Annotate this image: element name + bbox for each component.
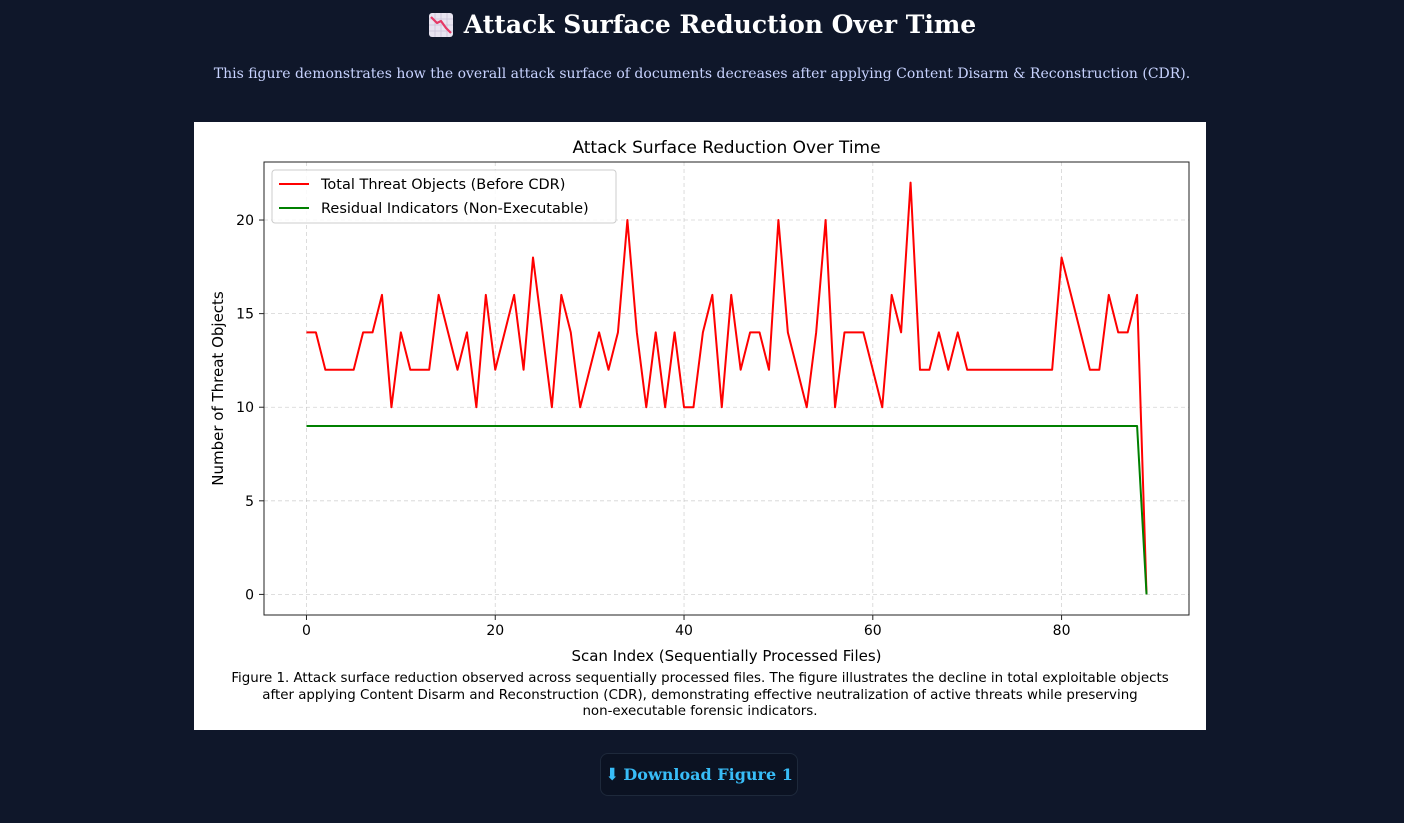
- page-header: Attack Surface Reduction Over Time: [0, 8, 1404, 42]
- figure-caption-line: Figure 1. Attack surface reduction obser…: [231, 671, 1169, 686]
- y-tick-label: 5: [245, 494, 254, 510]
- download-figure-button[interactable]: ⬇ Download Figure 1: [600, 753, 798, 796]
- attack-surface-chart: 0 20 40 60 80 0 5 10 15 20 Attack Surface Reductio…: [209, 138, 1190, 665]
- y-tick-label: 15: [236, 307, 254, 323]
- figure-caption-line: after applying Content Disarm and Recons…: [262, 687, 1138, 703]
- figure-caption: Figure 1. Attack surface reduction obser…: [194, 671, 1206, 721]
- legend-label: Residual Indicators (Non-Executable): [321, 201, 589, 217]
- y-axis-label: Number of Threat Objects: [209, 291, 227, 486]
- legend-label: Total Threat Objects (Before CDR): [320, 177, 565, 193]
- x-tick-label: 40: [675, 623, 693, 639]
- series-line-residual: [306, 424, 1148, 595]
- figure-caption-line: non-executable forensic indicators.: [582, 704, 818, 719]
- x-axis-label: Scan Index (Sequentially Processed Files…: [571, 647, 881, 665]
- download-figure-label: Download Figure 1: [623, 765, 793, 784]
- page-title-text: Attack Surface Reduction Over Time: [463, 10, 977, 39]
- page-description: This figure demonstrates how the overall…: [213, 66, 1191, 82]
- legend-box: [271, 169, 617, 224]
- legend: Total Threat Objects (Before CDR) Residua…: [271, 169, 617, 224]
- x-tick-label: 0: [302, 623, 311, 639]
- chart-title: Attack Surface Reduction Over Time: [572, 138, 880, 158]
- y-tick-label: 20: [236, 213, 254, 229]
- y-tick-label: 0: [245, 587, 254, 603]
- x-tick-label: 80: [1053, 623, 1071, 639]
- series-line-total: [306, 181, 1148, 595]
- plot-frame: [263, 161, 1190, 616]
- figure-card: 0 20 40 60 80 0 5 10 15 20 Attack Surface Reductio…: [194, 122, 1206, 730]
- download-arrow-icon: ⬇: [605, 764, 620, 785]
- page-title: Attack Surface Reduction Over Time: [428, 8, 976, 42]
- y-tick-label: 10: [236, 400, 254, 416]
- x-tick-label: 60: [864, 623, 882, 639]
- chart-decreasing-icon: [428, 13, 453, 37]
- x-tick-label: 20: [486, 623, 504, 639]
